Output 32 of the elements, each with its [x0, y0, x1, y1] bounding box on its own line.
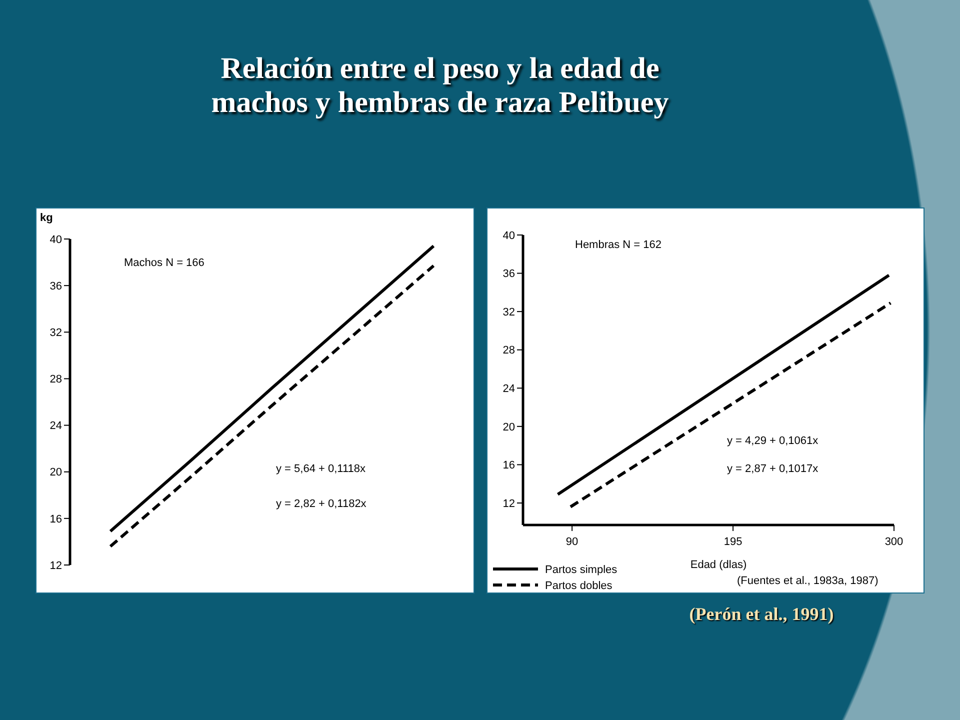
y-tick-label: 12 — [502, 498, 515, 510]
y-axis-title: kg — [40, 212, 53, 224]
y-tick-label: 40 — [50, 234, 62, 246]
chart-title: Relación entre el peso y la edad de machos y hembras de raza Pelibuey — [211, 52, 669, 119]
annotation: Machos N = 166 — [124, 257, 204, 269]
x-tick-label: 300 — [884, 536, 904, 548]
y-tick-label: 28 — [50, 374, 62, 386]
y-tick-label: 36 — [50, 280, 62, 292]
x-tick-label: 195 — [724, 536, 742, 548]
annotation: y = 4,29 + 0,1061x — [727, 435, 819, 447]
y-tick-label: 24 — [50, 420, 62, 432]
y-tick-label: 12 — [50, 560, 62, 572]
annotation: y = 2,87 + 0,1017x — [727, 463, 819, 475]
annotation: y = 5,64 + 0,1118x — [276, 463, 366, 475]
x-axis-title: Edad (dlas) — [690, 559, 747, 571]
y-tick-label: 20 — [50, 466, 62, 479]
y-tick-label: 24 — [502, 382, 515, 395]
text: (Perón et al., 1991) — [689, 604, 834, 624]
y-tick-label: 36 — [502, 268, 515, 280]
text: (Fuentes et al., 1983a, 1987) — [737, 575, 878, 587]
y-tick-label: 32 — [50, 326, 62, 339]
legend-label: Partos dobles — [545, 580, 613, 592]
annotation: Hembras N = 162 — [575, 239, 662, 251]
x-tick-label: 90 — [566, 536, 578, 548]
y-tick-label: 16 — [50, 513, 62, 526]
y-tick-label: 32 — [502, 306, 515, 318]
legend-label: Partos simples — [545, 564, 618, 576]
annotation: y = 2,82 + 0,1182x — [276, 498, 367, 510]
y-tick-label: 20 — [502, 421, 515, 434]
y-tick-label: 16 — [502, 460, 515, 472]
y-tick-label: 40 — [502, 230, 515, 242]
y-tick-label: 28 — [502, 344, 515, 357]
